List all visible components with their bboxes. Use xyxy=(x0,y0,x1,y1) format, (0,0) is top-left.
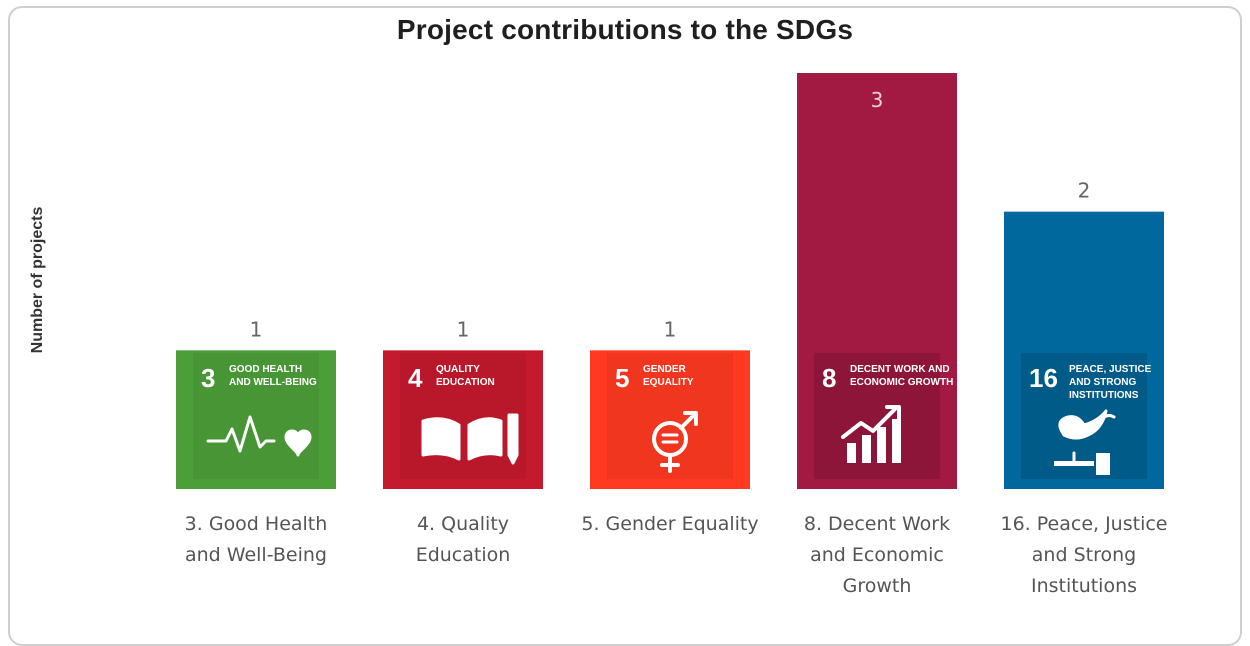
bar-group: 1 4 QUALITY EDUCATION xyxy=(383,317,543,489)
bar xyxy=(1004,211,1164,489)
dove-gavel-icon xyxy=(1054,409,1116,475)
category-label: and Well-Being xyxy=(185,544,327,566)
bar-group: 1 3 GOOD HEALTH AND WELL-BEING xyxy=(176,317,336,489)
category-label: Education xyxy=(416,544,511,566)
sdg-tile-label: AND STRONG xyxy=(1069,377,1136,388)
sdg-number: 8 xyxy=(822,363,836,393)
sdg-number: 4 xyxy=(408,363,423,393)
sdg-tile-label: GOOD HEALTH xyxy=(229,364,302,375)
bar-chart: 1 3 GOOD HEALTH AND WELL-BEING 3. Good Healt… xyxy=(176,73,1168,597)
sdg-tile-label: ECONOMIC GROWTH xyxy=(850,377,953,388)
bar-group: 1 5 GENDER EQUALITY xyxy=(590,317,750,489)
category-label: and Economic xyxy=(810,544,944,566)
book-pencil-icon xyxy=(421,413,519,465)
category-label: and Strong xyxy=(1032,544,1136,566)
chart-title: Project contributions to the SDGs xyxy=(396,14,854,45)
sdg-tile: 16 PEACE, JUSTICE AND STRONG INSTITUTIONS xyxy=(1021,353,1152,479)
sdg-tile-label: GENDER xyxy=(643,364,687,375)
data-label: 1 xyxy=(457,317,470,341)
data-label: 2 xyxy=(1078,179,1091,203)
sdg-tile: 3 GOOD HEALTH AND WELL-BEING xyxy=(193,353,319,479)
category-label: Growth xyxy=(843,575,912,597)
sdg-number: 16 xyxy=(1029,363,1058,393)
sdg-tile-label: PEACE, JUSTICE xyxy=(1069,364,1152,375)
category-label: 3. Good Health xyxy=(185,513,328,535)
gender-equality-icon xyxy=(652,411,698,473)
sdg-tile-label: INSTITUTIONS xyxy=(1069,390,1139,401)
data-label: 3 xyxy=(871,88,884,112)
sdg-tile-label: EDUCATION xyxy=(436,377,495,388)
sdg-tile: 8 DECENT WORK AND ECONOMIC GROWTH xyxy=(814,353,953,479)
data-label: 1 xyxy=(250,317,263,341)
bar xyxy=(176,350,336,489)
category-label: 8. Decent Work xyxy=(804,513,950,535)
heartbeat-icon xyxy=(206,415,312,457)
category-label: 4. Quality xyxy=(417,513,509,535)
sdg-tile-label: DECENT WORK AND xyxy=(850,364,950,375)
sdg-tile: 5 GENDER EQUALITY xyxy=(607,353,733,479)
growth-chart-icon xyxy=(841,405,901,463)
bar-group: 3 8 DECENT WORK AND ECONOMIC GROWTH xyxy=(797,73,957,489)
sdg-tile-label: AND WELL-BEING xyxy=(229,377,317,388)
bar xyxy=(797,73,957,489)
data-label: 1 xyxy=(664,317,677,341)
sdg-tile-label: EQUALITY xyxy=(643,377,694,388)
sdg-number: 3 xyxy=(201,363,215,393)
category-label: 16. Peace, Justice xyxy=(1001,513,1168,535)
bar-group: 2 16 PEACE, JUSTICE AND STRONG INSTITUTIONS xyxy=(1004,179,1164,489)
category-label: Institutions xyxy=(1031,575,1137,597)
category-label: 5. Gender Equality xyxy=(581,513,758,535)
sdg-tile-label: QUALITY xyxy=(436,364,480,375)
sdg-number: 5 xyxy=(615,363,629,393)
sdg-tile: 4 QUALITY EDUCATION xyxy=(400,353,526,479)
